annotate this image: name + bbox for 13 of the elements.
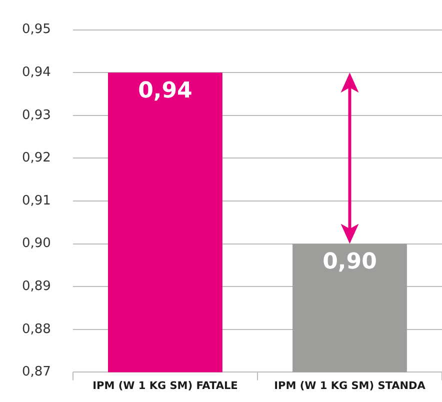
y-tick-label: 0,87 — [22, 364, 51, 380]
y-tick-label: 0,89 — [22, 278, 51, 294]
x-tick-label: IPM (W 1 KG SM) STANDA — [274, 380, 426, 392]
x-tick-label: IPM (W 1 KG SM) FATALE — [92, 380, 238, 392]
y-tick-label: 0,88 — [22, 322, 51, 337]
y-tick-label: 0,93 — [22, 108, 51, 123]
data-label: 0,90 — [322, 250, 377, 275]
y-tick-label: 0,90 — [22, 236, 51, 252]
y-tick-label: 0,92 — [22, 150, 51, 166]
y-tick-label: 0,95 — [22, 22, 51, 38]
y-tick-label: 0,94 — [22, 64, 51, 80]
y-tick-label: 0,91 — [22, 193, 51, 208]
data-label: 0,94 — [138, 78, 192, 104]
